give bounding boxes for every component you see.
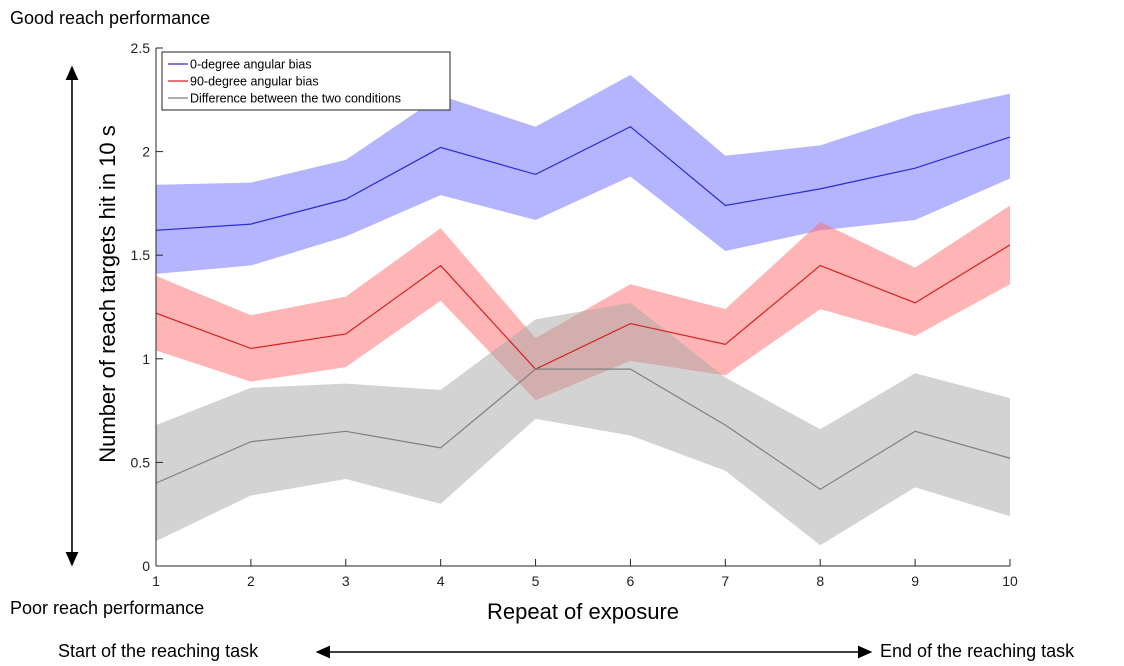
- annotation-poor-performance: Poor reach performance: [10, 598, 205, 618]
- band-series-1: [156, 74, 1010, 274]
- series-lines: [155, 126, 1011, 491]
- axes: [155, 47, 1011, 567]
- legend-label-3: Difference between the two conditions: [190, 92, 401, 106]
- x-axis-title: Repeat of exposure: [487, 599, 679, 624]
- tick-labels: 1 2 3 4 5 6 7 8 9 10 0 0.5 1 1.5 2 2.5: [131, 40, 1018, 589]
- y-tick-label-1.5: 1.5: [131, 247, 151, 263]
- x-tick-label-7: 7: [721, 573, 729, 589]
- annotation-task-start: Start of the reaching task: [58, 641, 259, 661]
- y-tick-label-1: 1: [142, 351, 150, 367]
- x-tick-label-9: 9: [911, 573, 919, 589]
- y-tick-label-0.5: 0.5: [131, 454, 151, 470]
- annotation-good-performance: Good reach performance: [10, 8, 211, 28]
- x-tick-label-3: 3: [342, 573, 350, 589]
- line-series-1: [155, 126, 1011, 231]
- x-tick-label-1: 1: [152, 573, 160, 589]
- legend-label-1: 0-degree angular bias: [190, 58, 312, 72]
- annotation-task-end: End of the reaching task: [880, 641, 1075, 661]
- legend-box: [161, 51, 451, 111]
- legend-label-2: 90-degree angular bias: [190, 75, 319, 89]
- band-series-3: [156, 302, 1010, 546]
- y-axis-title: Number of reach targets hit in 10 s: [95, 125, 120, 463]
- y-tick-label-2: 2: [142, 144, 150, 160]
- x-tick-label-6: 6: [627, 573, 635, 589]
- x-tick-label-4: 4: [437, 573, 445, 589]
- band-series-2: [156, 205, 1010, 401]
- line-series-3: [155, 368, 1011, 491]
- y-tick-label-2.5: 2.5: [131, 40, 151, 56]
- x-tick-label-10: 10: [1002, 573, 1018, 589]
- x-tick-label-2: 2: [247, 573, 255, 589]
- y-tick-label-0: 0: [142, 558, 150, 574]
- legend: 0-degree angular bias 90-degree angular b…: [161, 51, 451, 111]
- line-series-2: [155, 244, 1011, 370]
- x-tick-label-5: 5: [532, 573, 540, 589]
- x-tick-label-8: 8: [816, 573, 824, 589]
- confidence-bands: [156, 74, 1010, 546]
